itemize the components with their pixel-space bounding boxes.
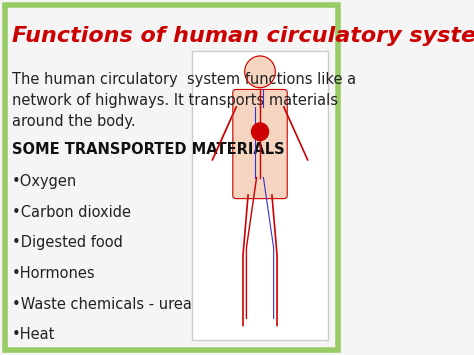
Text: Functions of human circulatory system: Functions of human circulatory system [11,26,474,46]
Text: The human circulatory  system functions like a
network of highways. It transport: The human circulatory system functions l… [11,72,355,129]
Text: •Digested food: •Digested food [11,235,122,250]
FancyBboxPatch shape [233,89,287,199]
Text: •Waste chemicals - urea: •Waste chemicals - urea [11,296,191,312]
FancyBboxPatch shape [5,5,338,350]
Text: •Heat: •Heat [11,327,55,342]
Text: •Oxygen: •Oxygen [11,174,77,189]
Circle shape [245,56,275,88]
Text: •Hormones: •Hormones [11,266,95,281]
Text: SOME TRANSPORTED MATERIALS: SOME TRANSPORTED MATERIALS [11,142,284,157]
Circle shape [252,123,269,141]
FancyArrowPatch shape [213,110,235,157]
FancyBboxPatch shape [192,51,328,339]
Text: •Carbon dioxide: •Carbon dioxide [11,204,131,220]
